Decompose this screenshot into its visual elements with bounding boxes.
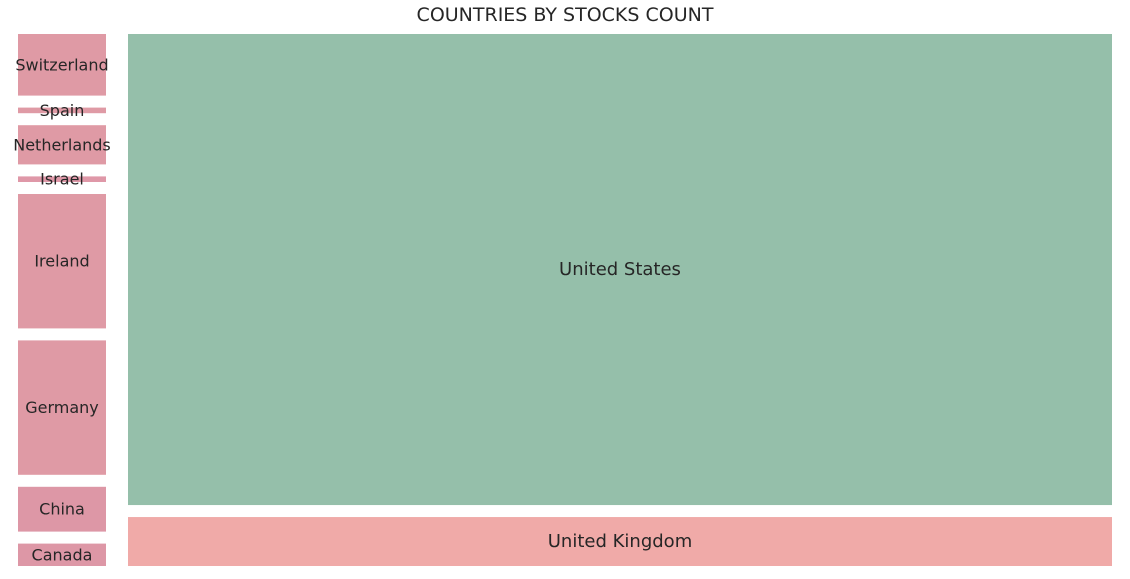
tile-label-ireland: Ireland — [34, 252, 89, 271]
tile-label-united-kingdom: United Kingdom — [548, 531, 692, 552]
tile-china — [18, 486, 106, 532]
tile-ireland — [18, 194, 106, 329]
tile-label-china: China — [39, 500, 85, 519]
tile-israel — [18, 176, 106, 182]
tile-label-netherlands: Netherlands — [13, 135, 111, 154]
tile-switzerland — [18, 34, 106, 96]
tile-canada — [18, 543, 106, 566]
tile-label-germany: Germany — [25, 398, 99, 417]
tile-label-israel: Israel — [40, 170, 84, 189]
tile-netherlands — [18, 125, 106, 165]
tile-label-canada: Canada — [32, 545, 93, 564]
tile-label-spain: Spain — [40, 101, 85, 120]
tile-united-states — [128, 34, 1112, 506]
chart-title: COUNTRIES BY STOCKS COUNT — [416, 4, 714, 26]
tile-united-kingdom — [128, 517, 1112, 566]
tile-germany — [18, 340, 106, 475]
tile-spain — [18, 107, 106, 114]
tile-label-united-states: United States — [559, 259, 681, 280]
tile-label-switzerland: Switzerland — [15, 55, 108, 74]
